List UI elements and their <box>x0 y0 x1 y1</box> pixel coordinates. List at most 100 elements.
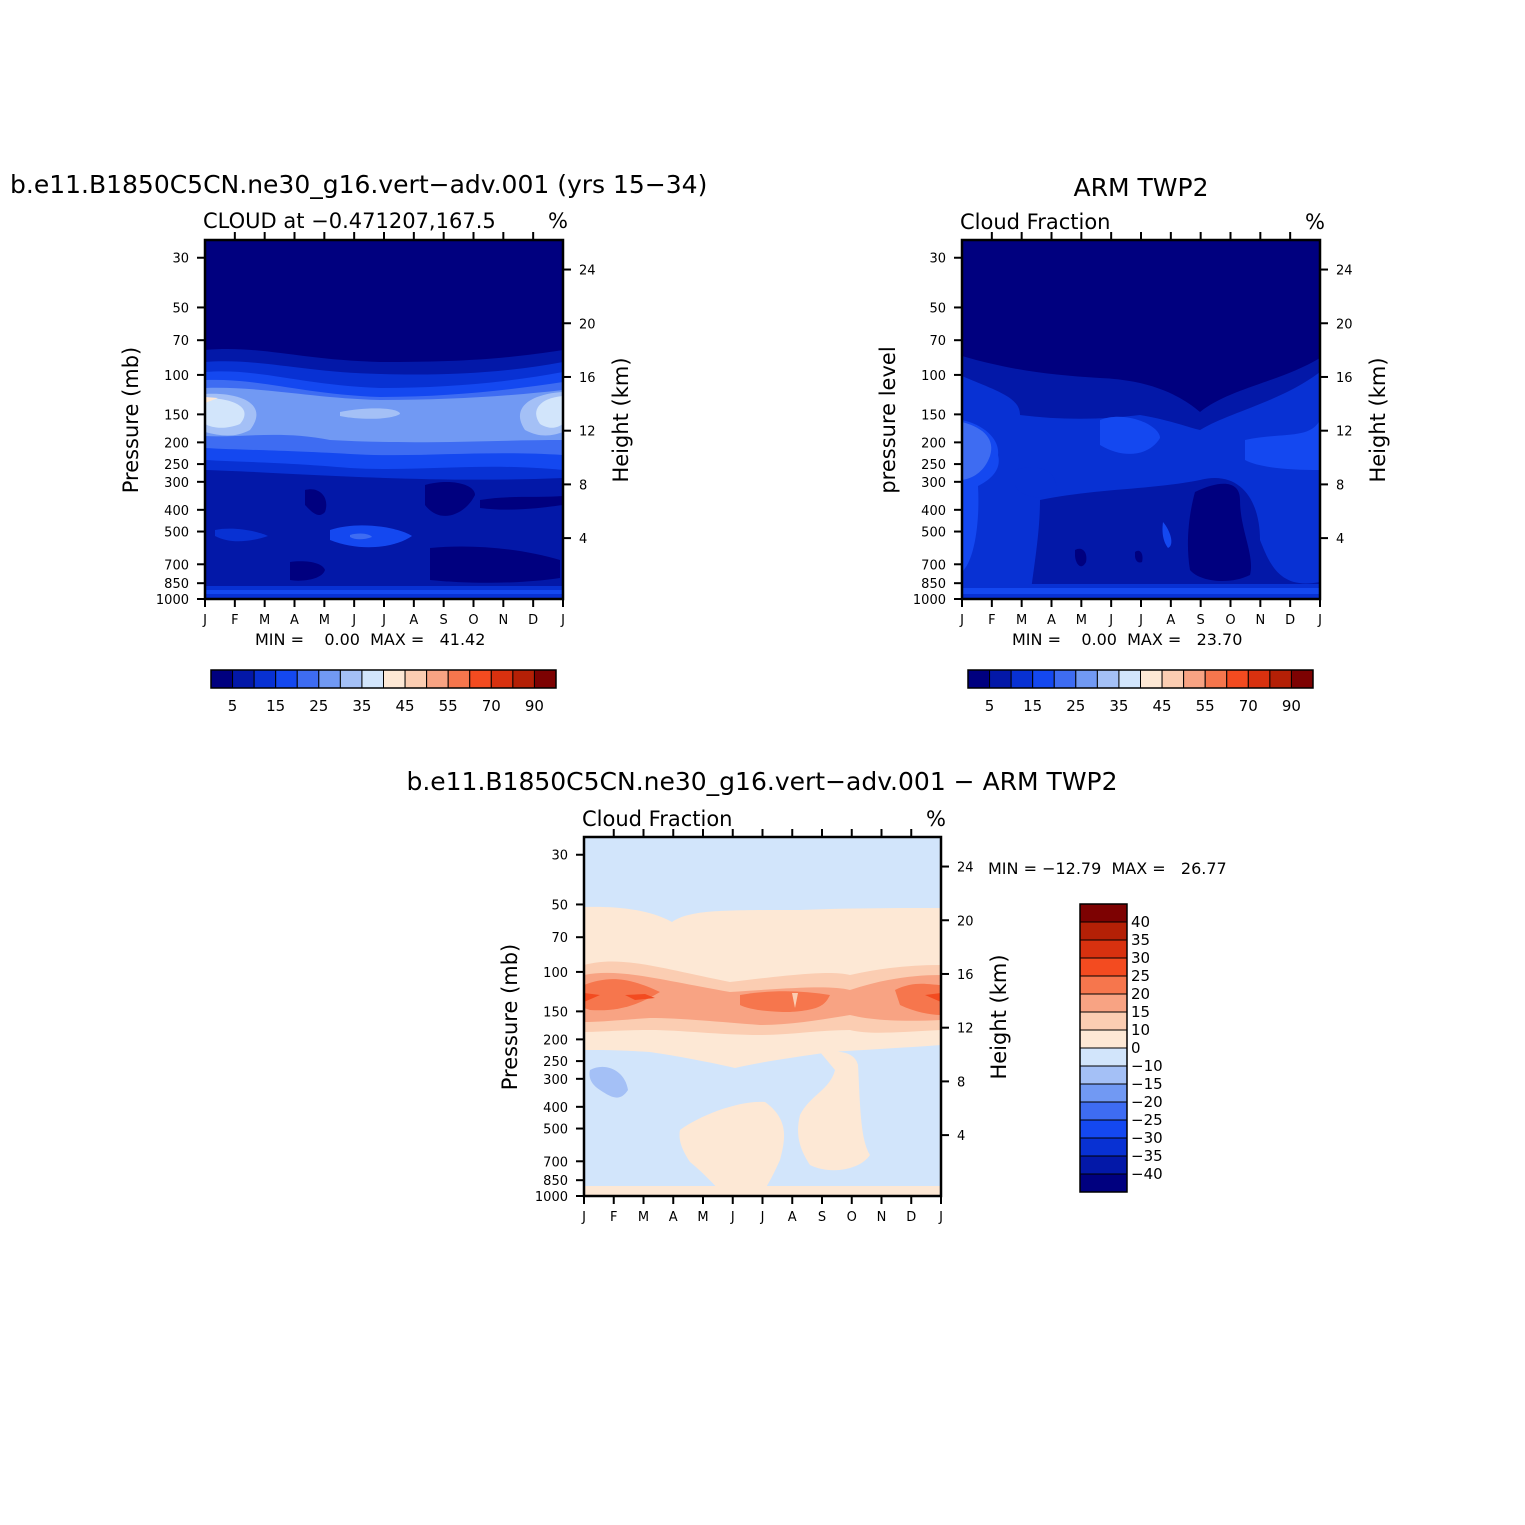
colorbar-swatch <box>1247 669 1271 689</box>
colorbar-swatch <box>296 669 320 689</box>
y-tick-label: 300 <box>543 1073 568 1088</box>
colorbar-label: 25 <box>1066 697 1085 715</box>
y-tick-label: 500 <box>921 526 946 541</box>
panel-diff-stats: MIN = −12.79 MAX = 26.77 <box>988 859 1227 878</box>
panel-diff-plot-area <box>584 837 941 1196</box>
colorbar-swatch <box>1079 921 1128 941</box>
height-tick-label: 20 <box>957 914 974 929</box>
diff-level-20b <box>740 991 830 1012</box>
x-tick-label: A <box>669 1210 678 1225</box>
colorbar-swatch <box>1079 957 1128 977</box>
y-tick-label: 200 <box>921 436 946 451</box>
colorbar-swatch <box>1010 669 1034 689</box>
colorbar-label: −25 <box>1131 1111 1163 1129</box>
y-tick-label: 1000 <box>535 1190 568 1205</box>
colorbar-label: 45 <box>1153 697 1172 715</box>
colorbar-swatch <box>426 669 449 689</box>
panel-diff-subtitle: Cloud Fraction <box>582 807 733 831</box>
colorbar-swatch <box>533 669 557 689</box>
height-tick-label: 24 <box>1336 264 1353 279</box>
diff-surface <box>584 1186 941 1196</box>
diff-positive-3 <box>798 1051 870 1171</box>
y-tick-label: 250 <box>164 458 189 473</box>
colorbar-label: 15 <box>1131 1003 1150 1021</box>
colorbar-label: −35 <box>1131 1147 1163 1165</box>
colorbar-swatch <box>1075 669 1098 689</box>
height-tick-label: 12 <box>579 425 596 440</box>
height-tick-label: 4 <box>957 1129 965 1144</box>
colorbar-swatch <box>232 669 255 689</box>
panel-obs-ylabel: pressure level <box>876 346 900 493</box>
obs-mid-1 <box>1015 467 1057 498</box>
y-tick-label: 150 <box>921 408 946 423</box>
colorbar-frame <box>1079 903 1128 1193</box>
x-tick-label: M <box>638 1210 649 1225</box>
colorbar-swatch <box>361 669 384 689</box>
colorbar-swatch <box>1079 1065 1128 1085</box>
colorbar-swatch <box>339 669 363 689</box>
colorbar-swatch <box>1079 1011 1128 1031</box>
x-tick-label: J <box>1108 613 1113 628</box>
colorbar-swatch <box>1183 669 1206 689</box>
model-dry-1 <box>305 489 327 515</box>
colorbar-label: 35 <box>1131 931 1150 949</box>
x-tick-label: J <box>351 613 356 628</box>
diff-negative-1 <box>589 1066 628 1098</box>
diff-positive-2 <box>679 1101 785 1196</box>
panel-obs-title: ARM TWP2 <box>1074 173 1209 202</box>
diff-notch <box>792 993 798 1008</box>
y-tick-label: 500 <box>164 526 189 541</box>
colorbar-swatch <box>1079 939 1128 959</box>
y-tick-label: 700 <box>164 558 189 573</box>
colorbar-swatch <box>1118 669 1141 689</box>
colorbar-label: 35 <box>1109 697 1128 715</box>
panel-diff-ylabel-right: Height (km) <box>987 954 1011 1079</box>
y-tick-label: 100 <box>164 369 189 384</box>
height-tick-label: 8 <box>579 478 587 493</box>
colorbar-label: 30 <box>1131 949 1150 967</box>
colorbar-swatch <box>1226 669 1249 689</box>
height-tick-label: 8 <box>1336 478 1344 493</box>
model-dry-2 <box>425 481 475 516</box>
colorbar-swatch <box>1079 1101 1128 1121</box>
panel-model-ylabel-right: Height (km) <box>609 357 633 482</box>
model-moist-3 <box>350 533 372 540</box>
colorbar-swatch <box>447 669 471 689</box>
colorbar-swatch <box>1079 1029 1128 1049</box>
panel-model-units: % <box>548 209 568 233</box>
colorbar-swatch <box>469 669 492 689</box>
colorbar-swatch <box>490 669 514 689</box>
obs-dry-core <box>1187 483 1252 582</box>
height-tick-label: 12 <box>957 1022 974 1037</box>
x-tick-label: J <box>581 1210 586 1225</box>
y-tick-label: 1000 <box>156 593 189 608</box>
y-tick-label: 200 <box>543 1033 568 1048</box>
colorbar-swatch <box>1079 1137 1128 1157</box>
x-tick-label: M <box>1076 613 1087 628</box>
y-tick-label: 150 <box>164 408 189 423</box>
y-tick-label: 850 <box>164 577 189 592</box>
obs-dry-2 <box>1075 548 1087 567</box>
x-tick-label: A <box>788 1210 797 1225</box>
x-tick-label: F <box>988 613 995 628</box>
panel-model-subtitle: CLOUD at −0.471207,167.5 <box>203 209 496 233</box>
y-tick-label: 400 <box>543 1101 568 1116</box>
colorbar-label: 90 <box>1282 697 1301 715</box>
y-tick-label: 700 <box>543 1155 568 1170</box>
colorbar-swatch <box>1140 669 1163 689</box>
panel-diff-y-axis-right: 24 20 16 12 8 4 <box>941 861 974 1144</box>
diff-level-25b <box>625 994 655 1000</box>
model-moist-1 <box>215 528 268 542</box>
colorbar-label: −15 <box>1131 1075 1163 1093</box>
x-tick-label: J <box>959 613 964 628</box>
panel-model-y-axis-right: 24 20 16 12 8 4 <box>563 264 596 547</box>
x-tick-label: A <box>290 613 299 628</box>
y-tick-label: 200 <box>164 436 189 451</box>
colorbar-swatch <box>318 669 341 689</box>
